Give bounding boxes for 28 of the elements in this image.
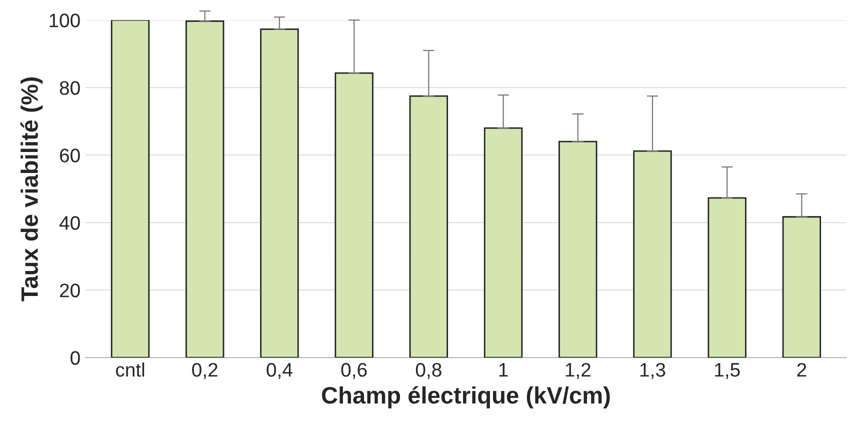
x-tick-label: 1 [499, 363, 508, 377]
x-tick-label: 1,5 [715, 363, 740, 380]
y-tick-label: 0 [70, 351, 80, 365]
bar [484, 127, 523, 358]
y-tick-label: 60 [60, 148, 80, 162]
bar [110, 20, 150, 358]
bar [782, 216, 822, 358]
y-tick-label: 100 [50, 14, 80, 28]
bar [409, 95, 448, 358]
x-tick-label: 1,2 [566, 362, 590, 380]
bar [186, 20, 224, 358]
x-tick-label: 2 [797, 362, 806, 377]
bar [633, 150, 672, 358]
bar [334, 72, 374, 358]
x-tick-label: 1,3 [640, 362, 666, 380]
y-tick-label: 20 [60, 284, 80, 298]
y-tick-label: 80 [60, 81, 80, 95]
y-tick-label: 40 [59, 216, 80, 230]
x-tick-label: 0,6 [341, 362, 367, 380]
x-tick-label: 0,8 [416, 362, 442, 380]
x-tick-label: 0,4 [266, 362, 292, 380]
y-axis-title: Taux de viabilité (%) [20, 77, 43, 302]
bar [558, 140, 598, 358]
x-axis-title: Champ électrique (kV/cm) [322, 386, 610, 408]
bar [260, 28, 299, 358]
bar [708, 197, 746, 358]
x-tick-label: 0,2 [192, 362, 218, 380]
x-tick-label: cntl [116, 362, 144, 377]
